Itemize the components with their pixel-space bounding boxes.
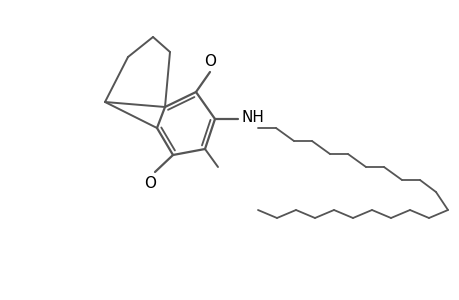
Text: NH: NH (241, 110, 264, 124)
Text: O: O (203, 54, 216, 69)
Text: O: O (144, 176, 156, 191)
